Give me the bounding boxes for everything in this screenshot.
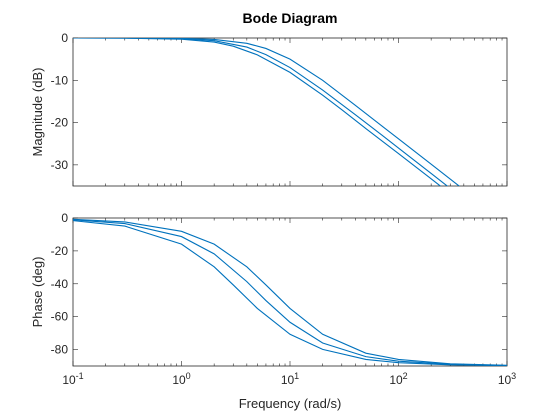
phase-y-tick-label: -80 <box>51 343 69 357</box>
magnitude-y-tick-label: -30 <box>51 158 69 172</box>
phase-y-tick-label: -40 <box>51 277 69 291</box>
magnitude-y-tick-label: -20 <box>51 116 69 130</box>
phase-y-tick-label: 0 <box>61 211 68 225</box>
x-tick-label: 100 <box>172 371 190 387</box>
magnitude-y-tick-label: -10 <box>51 73 69 87</box>
phase-series-line-3 <box>73 218 507 366</box>
magnitude-axes-frame <box>72 37 508 187</box>
x-tick-label: 101 <box>281 371 299 387</box>
x-axis-label: Frequency (rad/s) <box>239 396 342 411</box>
magnitude-series-line-3 <box>73 38 460 186</box>
x-tick-label: 10-1 <box>62 371 83 387</box>
phase-y-tick-label: -60 <box>51 310 69 324</box>
phase-axes-frame <box>72 217 508 367</box>
magnitude-panel: Magnitude (dB) 0 -10 -20 -30 <box>30 31 508 187</box>
x-tick-label: 103 <box>498 371 516 387</box>
phase-series-line-1 <box>73 220 507 366</box>
phase-y-tick-label: -20 <box>51 244 69 258</box>
chart-title: Bode Diagram <box>243 10 338 26</box>
x-tick-label: 102 <box>389 371 407 387</box>
magnitude-y-axis-label: Magnitude (dB) <box>30 68 45 157</box>
magnitude-y-tick-label: 0 <box>61 31 68 45</box>
phase-panel: Phase (deg) 0 -20 -40 -60 -80 10-1 100 101 102 103 <box>30 211 516 387</box>
phase-series-line-2 <box>73 219 507 366</box>
phase-y-axis-label: Phase (deg) <box>30 257 45 328</box>
